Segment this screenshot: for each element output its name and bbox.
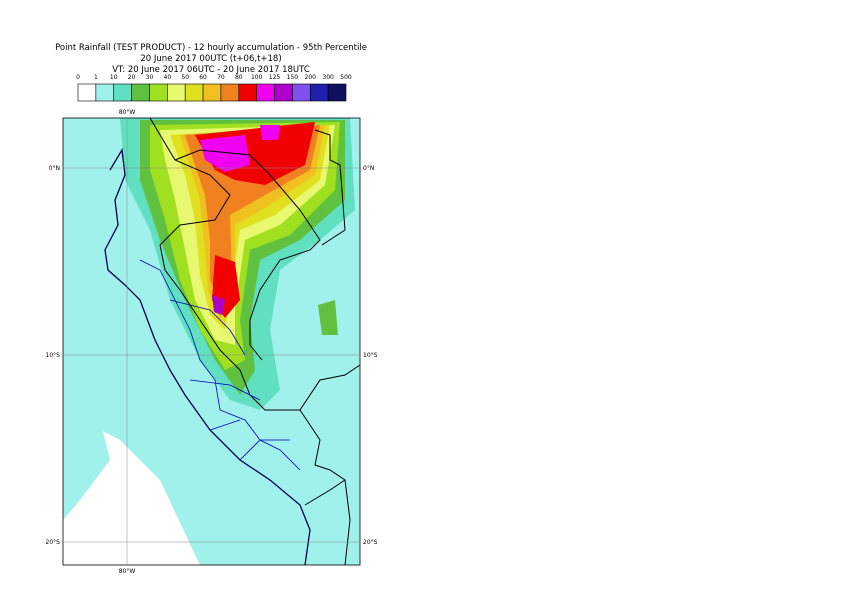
colorbar-label: 0: [76, 74, 80, 81]
colorbar-label: 80: [235, 74, 243, 81]
colorbar-bin: [202, 83, 222, 102]
colorbar-label: 200: [305, 74, 317, 81]
title-line: Point Rainfall (TEST PRODUCT) - 12 hourl…: [55, 43, 367, 53]
colorbar-bin: [309, 83, 329, 102]
colorbar-bin: [113, 83, 132, 102]
colorbar-label: 1: [94, 74, 98, 81]
colorbar-bin: [274, 83, 293, 102]
lat-label: 0°N: [49, 165, 60, 172]
lon-label: 80°W: [119, 109, 136, 116]
coastline-and-borders: [104, 117, 361, 566]
colorbar-bin: [220, 83, 240, 102]
colorbar-label: 100: [251, 74, 263, 81]
lat-label: 20°S: [46, 539, 61, 546]
colorbar-bin: [238, 83, 257, 102]
colorbar-label: 150: [287, 74, 299, 81]
colorbar-bin: [167, 83, 186, 102]
colorbar-bin: [256, 83, 275, 102]
colorbar-bin: [95, 83, 115, 102]
colorbar-bin: [149, 83, 168, 102]
colorbar-label: 20: [128, 74, 136, 81]
colorbar-label: 70: [217, 74, 225, 81]
lat-label: 0°N: [363, 165, 374, 172]
colorbar-bin: [184, 83, 204, 102]
colorbar-bin: [292, 83, 311, 102]
colorbar-label: 50: [181, 74, 189, 81]
colorbar-label: 30: [146, 74, 154, 81]
colorbar-bin: [77, 83, 97, 102]
map-frame: [62, 117, 361, 566]
colorbar-bin: [131, 83, 150, 102]
lat-label: 20°S: [363, 539, 378, 546]
lat-label: 10°S: [363, 352, 378, 359]
colorbar: 0 1 10 20 30 40 50 60 70 80 100 125 150 200 300 500: [76, 74, 352, 102]
colorbar-label: 300: [322, 74, 334, 81]
colorbar-label: 500: [340, 74, 352, 81]
colorbar-label: 125: [269, 74, 281, 81]
colorbar-label: 40: [164, 74, 172, 81]
graticule: [63, 118, 360, 565]
colorbar-label: 10: [110, 74, 118, 81]
lat-label: 10°S: [46, 352, 61, 359]
title-line: VT: 20 June 2017 06UTC - 20 June 2017 18…: [112, 65, 310, 75]
lon-label: 80°W: [119, 568, 136, 575]
title-line: 20 June 2017 00UTC (t+06,t+18): [140, 54, 281, 64]
rainfall-field: [63, 118, 360, 565]
colorbar-bin: [327, 83, 347, 102]
colorbar-label: 60: [199, 74, 207, 81]
map: 80°W 80°W 0°N 0°N 10°S 10°S 20°S 20°S: [46, 109, 378, 575]
